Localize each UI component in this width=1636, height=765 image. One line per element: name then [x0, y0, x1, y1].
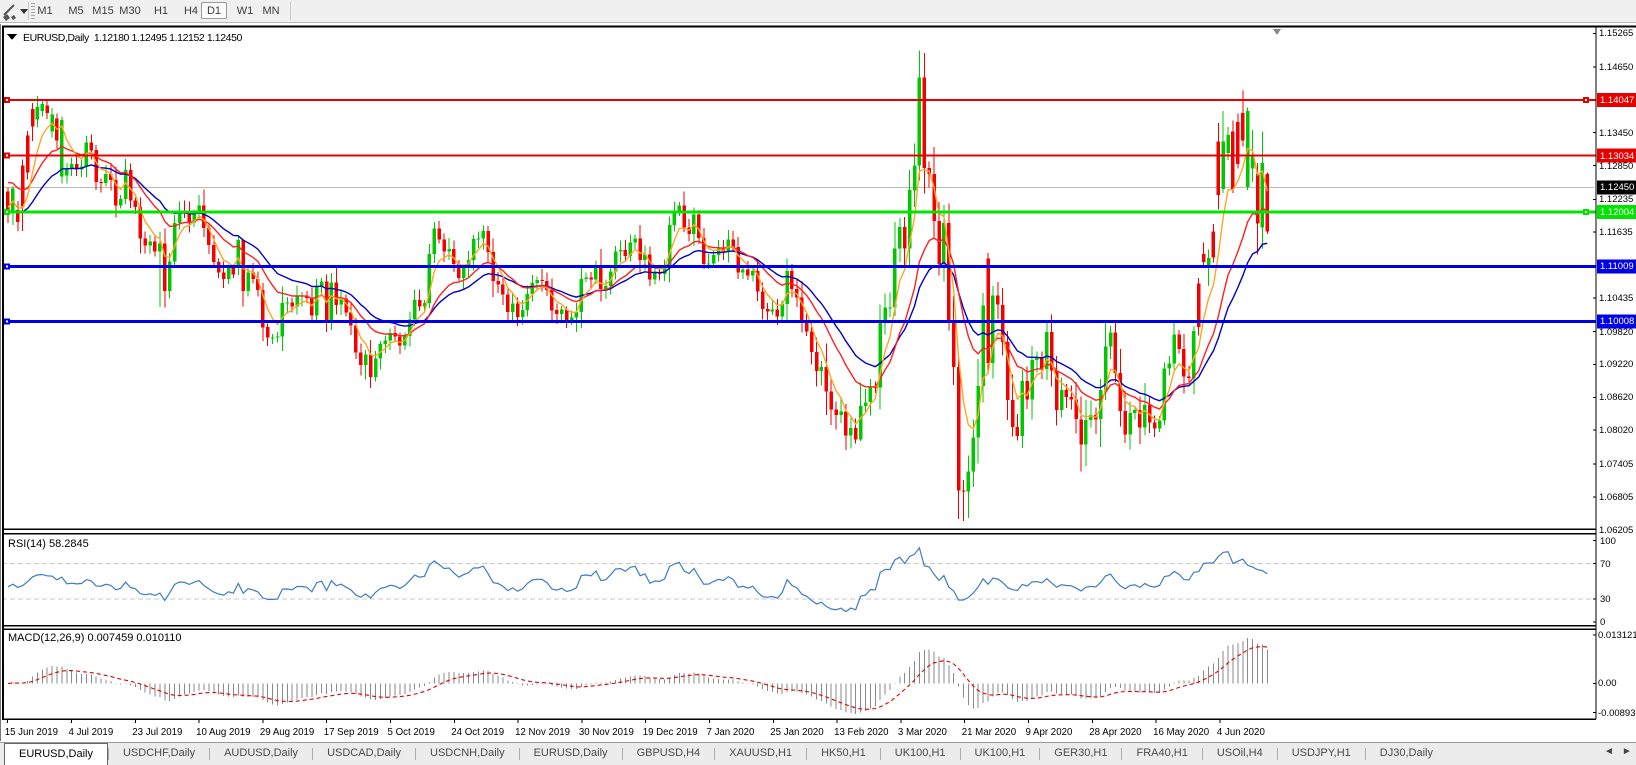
- svg-text:4 Jun 2020: 4 Jun 2020: [1217, 727, 1266, 738]
- svg-text:10 Aug 2019: 10 Aug 2019: [196, 727, 250, 738]
- svg-text:21 Mar 2020: 21 Mar 2020: [962, 727, 1017, 738]
- svg-text:70: 70: [1600, 559, 1611, 570]
- svg-text:1.15265: 1.15265: [1599, 28, 1633, 39]
- svg-text:23 Jul 2019: 23 Jul 2019: [132, 727, 182, 738]
- svg-text:5 Oct 2019: 5 Oct 2019: [388, 727, 435, 738]
- svg-text:1.14650: 1.14650: [1599, 62, 1633, 73]
- svg-text:1.06805: 1.06805: [1599, 492, 1633, 503]
- svg-text:1.08020: 1.08020: [1599, 425, 1633, 436]
- svg-text:0: 0: [1600, 617, 1605, 628]
- svg-text:17 Sep 2019: 17 Sep 2019: [324, 727, 379, 738]
- svg-text:1.06205: 1.06205: [1599, 525, 1633, 536]
- svg-text:EURUSD,Daily 1.12180 1.12495: EURUSD,Daily 1.12180 1.12495 1.12152 1.1…: [23, 32, 243, 44]
- svg-text:19 Dec 2019: 19 Dec 2019: [643, 727, 698, 738]
- svg-text:100: 100: [1600, 536, 1616, 547]
- svg-text:12 Nov 2019: 12 Nov 2019: [515, 727, 570, 738]
- svg-text:1.11635: 1.11635: [1599, 227, 1633, 238]
- svg-text:9 Apr 2020: 9 Apr 2020: [1026, 727, 1073, 738]
- svg-text:1.10435: 1.10435: [1599, 293, 1633, 304]
- svg-text:1.12235: 1.12235: [1599, 194, 1633, 205]
- svg-text:30 Nov 2019: 30 Nov 2019: [579, 727, 634, 738]
- svg-text:1.09820: 1.09820: [1599, 327, 1633, 338]
- svg-text:1.13450: 1.13450: [1599, 128, 1633, 139]
- svg-text:16 May 2020: 16 May 2020: [1153, 727, 1210, 738]
- svg-text:1.14047: 1.14047: [1600, 95, 1634, 106]
- svg-text:15 Jun 2019: 15 Jun 2019: [5, 727, 58, 738]
- svg-text:0.00: 0.00: [1598, 678, 1617, 689]
- svg-text:13 Feb 2020: 13 Feb 2020: [834, 727, 889, 738]
- svg-text:1.13034: 1.13034: [1600, 151, 1634, 162]
- svg-text:1.08620: 1.08620: [1599, 392, 1633, 403]
- svg-text:1.07405: 1.07405: [1599, 459, 1633, 470]
- svg-text:1.11009: 1.11009: [1600, 261, 1634, 272]
- svg-text:1.10008: 1.10008: [1600, 316, 1634, 327]
- svg-text:RSI(14) 58.2845: RSI(14) 58.2845: [8, 538, 89, 550]
- svg-text:1.12850: 1.12850: [1599, 161, 1633, 172]
- svg-text:1.12004: 1.12004: [1600, 207, 1634, 218]
- svg-text:4 Jul 2019: 4 Jul 2019: [69, 727, 114, 738]
- svg-text:30: 30: [1600, 594, 1611, 605]
- svg-text:0.013121: 0.013121: [1598, 630, 1636, 641]
- svg-text:29 Aug 2019: 29 Aug 2019: [260, 727, 314, 738]
- svg-text:25 Jan 2020: 25 Jan 2020: [770, 727, 824, 738]
- svg-text:28 Apr 2020: 28 Apr 2020: [1089, 727, 1142, 738]
- svg-text:-0.00893: -0.00893: [1598, 708, 1636, 719]
- svg-text:1.12450: 1.12450: [1600, 182, 1634, 193]
- svg-text:24 Oct 2019: 24 Oct 2019: [451, 727, 504, 738]
- svg-text:MACD(12,26,9) 0.007459 0.01011: MACD(12,26,9) 0.007459 0.010110: [8, 632, 181, 644]
- svg-text:1.09220: 1.09220: [1599, 359, 1633, 370]
- svg-text:3 Mar 2020: 3 Mar 2020: [898, 727, 948, 738]
- svg-text:7 Jan 2020: 7 Jan 2020: [707, 727, 756, 738]
